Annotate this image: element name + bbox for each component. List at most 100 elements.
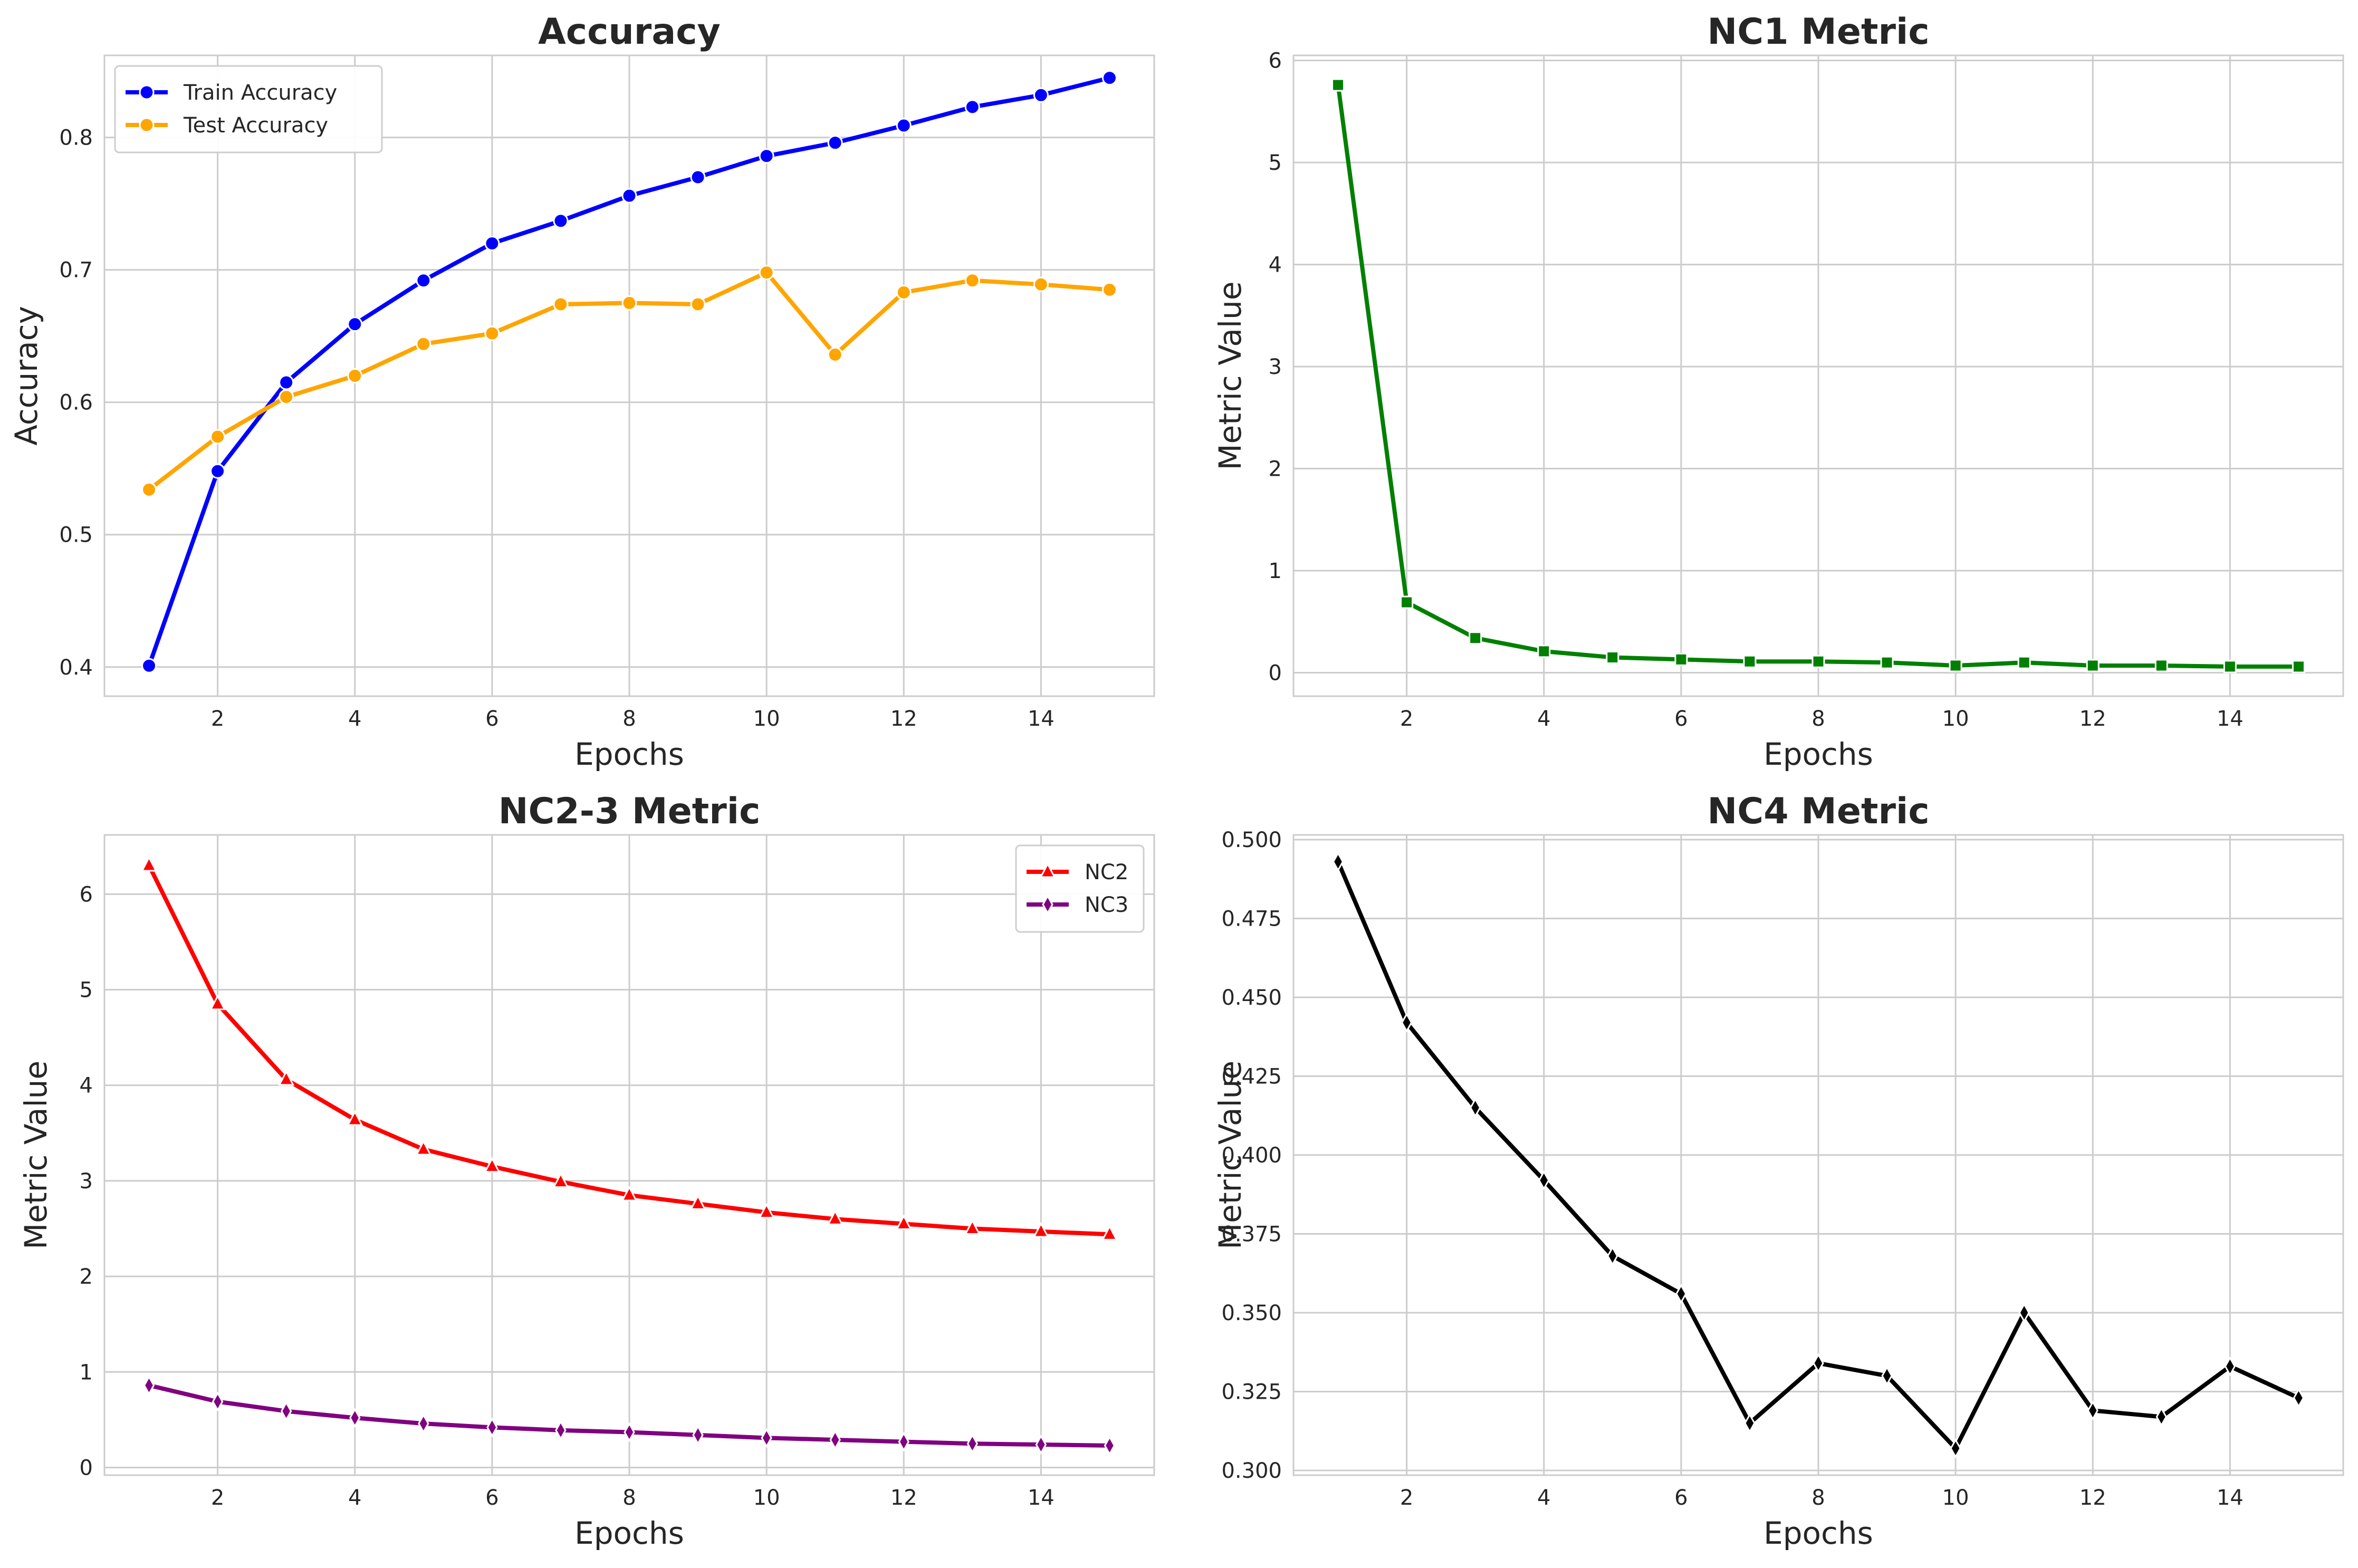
y-tick-label: 0.475 bbox=[1221, 907, 1282, 931]
train-accuracy-point bbox=[759, 148, 774, 164]
x-tick-label: 2 bbox=[1400, 1486, 1413, 1510]
series-0-point bbox=[2087, 1400, 2098, 1421]
series-0-point bbox=[1949, 659, 1962, 672]
y-axis-label: Accuracy bbox=[8, 306, 44, 446]
test-accuracy-point bbox=[347, 368, 363, 383]
train-accuracy-point bbox=[896, 118, 912, 133]
series-0-point bbox=[2292, 660, 2305, 674]
chart-title: NC1 Metric bbox=[1707, 11, 1929, 53]
nc2-point bbox=[964, 1219, 981, 1235]
series-0-point bbox=[2223, 660, 2237, 674]
series-0-point bbox=[1744, 1413, 1756, 1434]
x-tick-label: 14 bbox=[2217, 707, 2244, 731]
series-0-point bbox=[1606, 650, 1619, 664]
y-tick-label: 0 bbox=[1269, 661, 1282, 686]
test-accuracy-point bbox=[621, 295, 637, 311]
train-accuracy-point bbox=[210, 463, 226, 479]
nc2-point bbox=[209, 994, 226, 1011]
nc3-point bbox=[761, 1428, 772, 1448]
test-accuracy-point bbox=[210, 429, 226, 445]
x-axis-label: Epochs bbox=[574, 736, 684, 772]
test-accuracy-point bbox=[759, 265, 774, 281]
x-tick-label: 4 bbox=[1537, 707, 1550, 731]
series-0-point bbox=[2155, 1407, 2168, 1427]
train-accuracy-point bbox=[279, 374, 294, 390]
series-0-point bbox=[1950, 1438, 1961, 1459]
chart-title: Accuracy bbox=[538, 11, 721, 53]
train-accuracy-point bbox=[1101, 70, 1117, 86]
y-axis-label: Metric Value bbox=[1212, 281, 1248, 470]
nc3-point bbox=[349, 1408, 361, 1428]
nc3-point bbox=[692, 1425, 704, 1445]
y-tick-label: 0.300 bbox=[1221, 1459, 1282, 1483]
nc2-point bbox=[415, 1139, 432, 1156]
nc3-point bbox=[418, 1413, 429, 1434]
x-tick-label: 12 bbox=[2079, 707, 2106, 731]
nc3-point bbox=[143, 1375, 155, 1396]
legend bbox=[114, 65, 383, 153]
train-accuracy-point bbox=[553, 213, 569, 229]
nc2-point bbox=[895, 1214, 912, 1230]
x-tick-label: 6 bbox=[1674, 1486, 1688, 1510]
nc2-point bbox=[278, 1070, 295, 1086]
series-0-point bbox=[1538, 1170, 1550, 1190]
x-tick-label: 4 bbox=[1537, 1486, 1550, 1510]
test-accuracy-point bbox=[279, 389, 294, 405]
y-tick-label: 0.500 bbox=[1221, 828, 1282, 852]
y-tick-label: 0.5 bbox=[59, 523, 93, 547]
train-accuracy-point bbox=[141, 658, 157, 674]
nc4-metric-chart: 2 4 6 8 10 12 14 0.300 0.325 0.350 0.375 0.400 0.425… bbox=[1212, 791, 2344, 1551]
nc3-point bbox=[486, 1417, 498, 1438]
x-tick-label: 14 bbox=[2217, 1486, 2244, 1510]
y-tick-label: 4 bbox=[80, 1074, 93, 1098]
train-accuracy-point bbox=[484, 235, 500, 251]
series-0-point bbox=[1880, 656, 1894, 669]
nc3-point bbox=[1104, 1435, 1116, 1456]
nc3-point bbox=[280, 1401, 292, 1421]
nc2-point bbox=[827, 1209, 843, 1225]
nc2-point bbox=[484, 1157, 501, 1173]
x-tick-label: 8 bbox=[622, 707, 636, 731]
x-tick-label: 2 bbox=[211, 707, 224, 731]
nc2-point bbox=[141, 855, 158, 872]
x-tick-label: 6 bbox=[1674, 707, 1688, 731]
y-tick-label: 0.400 bbox=[1221, 1143, 1282, 1168]
series-0-point bbox=[1469, 1098, 1481, 1118]
y-tick-label: 0.7 bbox=[59, 258, 93, 283]
series-0-point bbox=[1332, 851, 1344, 872]
legend-marker bbox=[1039, 862, 1056, 878]
series-0-point bbox=[2086, 659, 2100, 672]
nc3-point bbox=[555, 1420, 567, 1440]
legend-label: NC2 bbox=[1085, 860, 1128, 884]
series-0-point bbox=[2154, 659, 2168, 672]
y-tick-label: 1 bbox=[1269, 559, 1282, 583]
test-accuracy-point bbox=[827, 347, 843, 362]
series-0-point bbox=[2017, 656, 2031, 669]
y-axis-label: Metric Value bbox=[1212, 1061, 1248, 1249]
series-0-point bbox=[1813, 1353, 1824, 1373]
series-0-point bbox=[2224, 1356, 2236, 1377]
y-tick-label: 0.8 bbox=[59, 126, 93, 150]
series-0-point bbox=[1331, 78, 1345, 92]
y-tick-label: 1 bbox=[80, 1360, 93, 1384]
nc2-point bbox=[758, 1203, 775, 1219]
x-axis-label: Epochs bbox=[1763, 1515, 1873, 1551]
chart-title: NC2-3 Metric bbox=[499, 791, 761, 832]
x-tick-label: 4 bbox=[348, 707, 361, 731]
y-tick-label: 0.450 bbox=[1221, 986, 1282, 1010]
test-accuracy-point bbox=[690, 296, 706, 312]
y-tick-label: 0 bbox=[80, 1456, 93, 1480]
train-accuracy-point bbox=[416, 273, 432, 288]
series-0-point bbox=[1674, 652, 1688, 666]
y-tick-label: 0.4 bbox=[59, 656, 93, 680]
series-0-point bbox=[1743, 655, 1757, 668]
x-tick-label: 12 bbox=[890, 1486, 917, 1510]
series-0-point bbox=[1811, 655, 1825, 668]
nc2-point bbox=[689, 1194, 706, 1210]
test-accuracy-point bbox=[1101, 282, 1117, 297]
chart-title: NC4 Metric bbox=[1707, 791, 1929, 832]
x-tick-label: 8 bbox=[622, 1486, 636, 1510]
